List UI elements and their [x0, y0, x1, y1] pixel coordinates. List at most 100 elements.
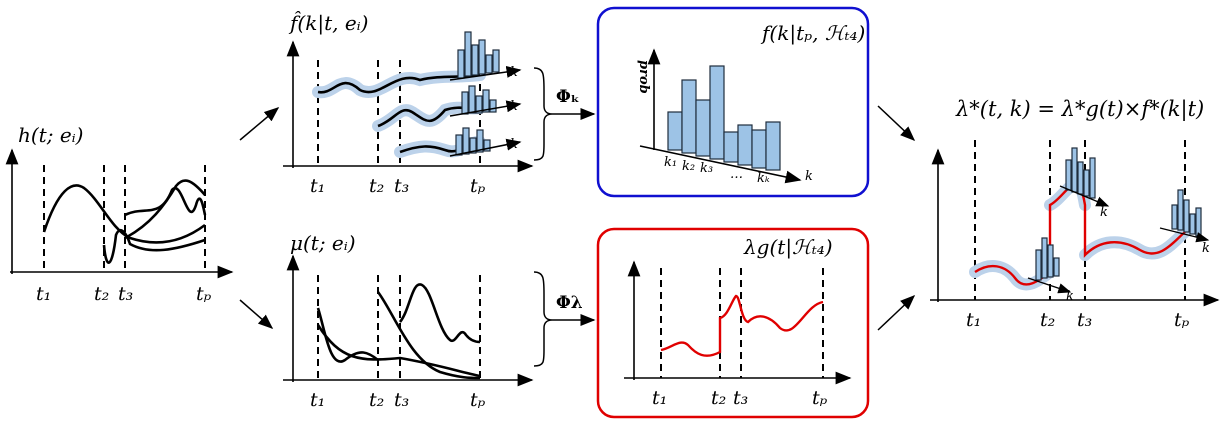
shape	[457, 49, 465, 79]
curve	[1079, 226, 1191, 261]
shape	[469, 137, 477, 154]
curve	[533, 67, 553, 161]
shape	[1035, 249, 1042, 281]
label: μ(t; eᵢ)	[290, 231, 356, 255]
label: k	[510, 137, 518, 152]
shape	[1071, 147, 1078, 193]
shape	[1171, 204, 1178, 230]
label: prob	[636, 60, 651, 94]
shape	[1189, 213, 1196, 235]
shape	[492, 49, 500, 73]
line	[239, 299, 274, 329]
label: k	[510, 65, 518, 80]
group	[449, 31, 522, 157]
curve	[316, 307, 379, 363]
shape	[455, 134, 463, 156]
label: k	[1202, 241, 1210, 256]
line	[449, 138, 522, 157]
curve	[124, 186, 207, 217]
label: f̂(k|t, eᵢ)	[288, 11, 368, 36]
label: tₚ	[812, 387, 828, 409]
shape	[1041, 237, 1048, 279]
curve	[533, 271, 553, 367]
label: t₃	[118, 283, 133, 305]
intensity-panel: μ(t; eᵢ) t₁ t₂ t₃ tₚ	[283, 231, 534, 411]
mark-density-panel: f̂(k|t, eᵢ) k k k t₁ t₂ t₃ tₚ	[283, 11, 534, 197]
shape	[1047, 244, 1054, 278]
shape	[482, 89, 490, 113]
shape	[485, 54, 493, 74]
label: t₁	[310, 175, 325, 197]
shape	[489, 99, 497, 113]
shape	[471, 44, 479, 76]
shape	[1065, 159, 1072, 191]
label: t₂	[94, 283, 109, 305]
line	[1027, 277, 1072, 294]
shape	[464, 31, 472, 77]
shape	[1053, 257, 1060, 277]
shape	[723, 131, 739, 163]
curve	[316, 324, 481, 378]
label: k₁	[664, 155, 677, 170]
label: t₃	[1077, 309, 1092, 331]
operators: Φₖ Φλ	[533, 67, 596, 367]
label: t₂	[711, 387, 726, 409]
line	[449, 100, 522, 117]
line	[1159, 227, 1210, 243]
shape	[1083, 169, 1090, 197]
curve	[660, 294, 824, 357]
shape	[737, 124, 753, 166]
label: tₚ	[470, 175, 486, 197]
curve	[42, 184, 206, 244]
label: t₂	[369, 389, 384, 411]
shape	[475, 95, 483, 114]
label: Φₖ	[556, 87, 580, 107]
shape	[765, 121, 781, 171]
label: t₁	[966, 309, 981, 331]
shape	[1195, 207, 1202, 237]
shape	[1077, 161, 1084, 195]
label: k₂	[682, 159, 695, 174]
label: k	[805, 169, 813, 184]
line	[877, 105, 916, 142]
curve	[398, 283, 481, 344]
shape	[1089, 157, 1096, 199]
shape	[476, 129, 484, 153]
joint-panel: λ*(t, k) = λ*g(t)×f*(k|t) k k k t₁ t₂ t₃ tₚ	[930, 97, 1220, 331]
line	[639, 145, 802, 184]
label: t₃	[394, 389, 409, 411]
curve	[376, 291, 481, 380]
label: h(t; eᵢ)	[18, 123, 83, 147]
line	[449, 65, 522, 81]
label: …	[730, 167, 743, 182]
line	[877, 294, 916, 331]
shape	[478, 39, 486, 75]
label: k	[510, 99, 518, 114]
label: t₂	[1040, 309, 1055, 331]
mark-distribution-box: f(k|tₚ, ℋₜ₄) prob k k₁ k₂ k₃ … kₖ	[596, 6, 870, 198]
shape	[596, 6, 870, 198]
label: λ*(t, k) = λ*g(t)×f*(k|t)	[955, 97, 1204, 122]
curve	[124, 179, 206, 240]
label: Φλ	[556, 293, 583, 313]
label: λg(t|ℋₜ₄)	[743, 235, 833, 260]
label: t₃	[733, 387, 748, 409]
label: t₁	[310, 389, 325, 411]
label: tₚ	[470, 389, 486, 411]
label: t₂	[369, 175, 384, 197]
shape	[1177, 189, 1184, 231]
shape	[461, 91, 469, 115]
label: tₚ	[1174, 309, 1190, 331]
shape	[483, 139, 491, 152]
label: kₖ	[757, 171, 770, 186]
ground-intensity-box: λg(t|ℋₜ₄) t₁ t₂ t₃ tₚ	[596, 227, 870, 419]
label: t₁	[36, 283, 51, 305]
label: k	[1066, 289, 1074, 304]
line	[239, 107, 280, 141]
shape	[751, 129, 767, 169]
history-panel: h(t; eᵢ) t₁ t₂ t₃ tₚ	[5, 123, 234, 305]
shape	[596, 227, 870, 419]
shape	[709, 65, 725, 160]
shape	[468, 85, 476, 114]
